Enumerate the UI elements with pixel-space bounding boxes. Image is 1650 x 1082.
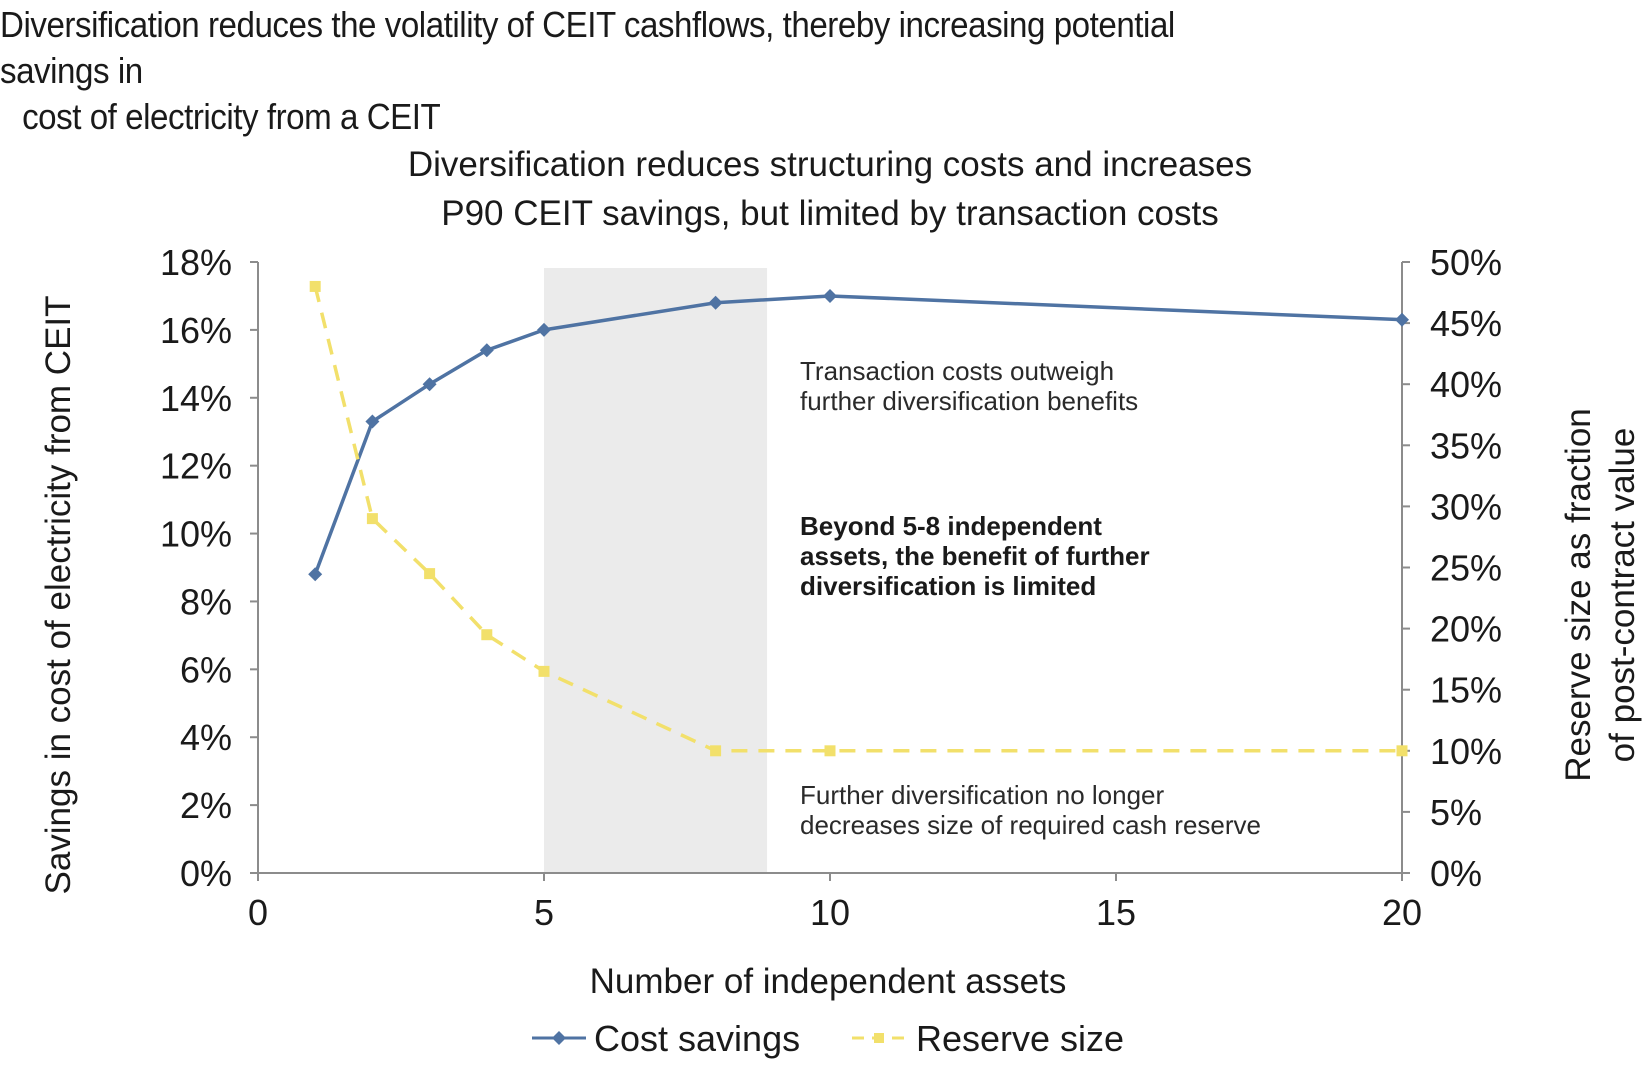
y-right-tick-label: 45% bbox=[1430, 303, 1502, 344]
y-right-tick-label: 5% bbox=[1430, 792, 1482, 833]
point-cost-savings bbox=[422, 377, 437, 392]
y-left-tick-label: 14% bbox=[160, 378, 232, 419]
axes-layer: 0 5 10 15 200%2%4%6%8%10%12%14%16%18%0%5%10%… bbox=[160, 242, 1502, 933]
y-axis-right-title-line-2: of post-contract value bbox=[1603, 428, 1642, 763]
y-left-tick-label: 12% bbox=[160, 446, 232, 487]
chart-title-line-1: Diversification reduces structuring cost… bbox=[408, 145, 1252, 184]
y-left-tick-label: 2% bbox=[180, 785, 232, 826]
y-right-tick-label: 35% bbox=[1430, 425, 1502, 466]
x-tick-label: 0 bbox=[248, 892, 268, 933]
point-reserve-size bbox=[710, 745, 722, 757]
point-reserve-size bbox=[1396, 745, 1408, 757]
x-tick-label: 20 bbox=[1382, 892, 1422, 933]
annotation-beyond-line-3: diversification is limited bbox=[800, 571, 1096, 601]
legend-cost-savings-label: Cost savings bbox=[594, 1018, 800, 1059]
y-left-tick-label: 4% bbox=[180, 717, 232, 758]
shaded-region bbox=[544, 268, 768, 873]
annotation-transaction-line-1: Transaction costs outweigh bbox=[800, 356, 1114, 386]
annotation-transaction-line-2: further diversification benefits bbox=[800, 386, 1138, 416]
point-cost-savings bbox=[365, 414, 380, 429]
headline-line-1: Diversification reduces the volatility o… bbox=[0, 4, 1175, 91]
series-layer bbox=[308, 280, 1409, 757]
y-right-tick-label: 0% bbox=[1430, 853, 1482, 894]
point-cost-savings bbox=[537, 322, 551, 337]
y-left-tick-label: 18% bbox=[160, 242, 232, 283]
y-right-tick-label: 20% bbox=[1430, 609, 1502, 650]
chart-title-line-2: P90 CEIT savings, but limited by transac… bbox=[441, 194, 1219, 233]
point-reserve-size bbox=[424, 568, 436, 580]
y-axis-left-title: Savings in cost of electricity from CEIT bbox=[39, 295, 78, 894]
y-right-tick-label: 25% bbox=[1430, 548, 1502, 589]
slide-headline: Diversification reduces the volatility o… bbox=[0, 2, 1288, 140]
annotation-further: Further diversification no longer decrea… bbox=[800, 780, 1261, 840]
x-tick-label: 10 bbox=[810, 892, 850, 933]
annotation-further-line-1: Further diversification no longer bbox=[800, 780, 1165, 810]
shaded-region-layer bbox=[544, 268, 768, 873]
point-reserve-size bbox=[824, 745, 836, 757]
legend-reserve-size-marker bbox=[874, 1033, 884, 1043]
x-axis-title: Number of independent assets bbox=[590, 962, 1067, 1001]
annotation-beyond-line-2: assets, the benefit of further bbox=[800, 541, 1150, 571]
y-right-tick-label: 40% bbox=[1430, 364, 1502, 405]
point-reserve-size bbox=[309, 280, 321, 292]
annotation-beyond: Beyond 5-8 independent assets, the benef… bbox=[800, 511, 1150, 601]
y-axis-right-title-line-1: Reserve size as fraction bbox=[1559, 408, 1598, 781]
x-tick-label: 5 bbox=[534, 892, 554, 933]
y-right-tick-label: 10% bbox=[1430, 731, 1502, 772]
y-left-tick-label: 16% bbox=[160, 310, 232, 351]
point-cost-savings bbox=[823, 288, 837, 303]
legend-item-cost-savings: Cost savings bbox=[532, 1018, 800, 1059]
y-right-tick-label: 50% bbox=[1430, 242, 1502, 283]
headline-line-2: cost of electricity from a CEIT bbox=[22, 96, 441, 137]
point-cost-savings bbox=[1395, 312, 1409, 327]
x-tick-label: 15 bbox=[1096, 892, 1136, 933]
point-cost-savings bbox=[308, 567, 323, 582]
annotation-transaction: Transaction costs outweigh further diver… bbox=[800, 356, 1138, 416]
legend-cost-savings-marker bbox=[552, 1031, 566, 1045]
annotation-further-line-2: decreases size of required cash reserve bbox=[800, 810, 1261, 840]
y-left-tick-label: 6% bbox=[180, 649, 232, 690]
point-reserve-size bbox=[366, 513, 378, 525]
legend-reserve-size-label: Reserve size bbox=[916, 1018, 1124, 1059]
legend: Cost savings Reserve size bbox=[532, 1018, 1124, 1059]
point-cost-savings bbox=[708, 295, 723, 310]
y-left-tick-label: 0% bbox=[180, 853, 232, 894]
y-right-tick-label: 15% bbox=[1430, 670, 1502, 711]
series-line-cost-savings bbox=[313, 294, 1403, 575]
legend-item-reserve-size: Reserve size bbox=[852, 1018, 1124, 1059]
y-left-tick-label: 10% bbox=[160, 514, 232, 555]
series-line-reserve-size bbox=[313, 286, 1402, 753]
point-cost-savings bbox=[479, 343, 494, 358]
y-left-tick-label: 8% bbox=[180, 581, 232, 622]
y-right-tick-label: 30% bbox=[1430, 486, 1502, 527]
point-reserve-size bbox=[538, 665, 550, 677]
annotation-beyond-line-1: Beyond 5-8 independent bbox=[800, 511, 1102, 541]
point-reserve-size bbox=[481, 629, 493, 641]
